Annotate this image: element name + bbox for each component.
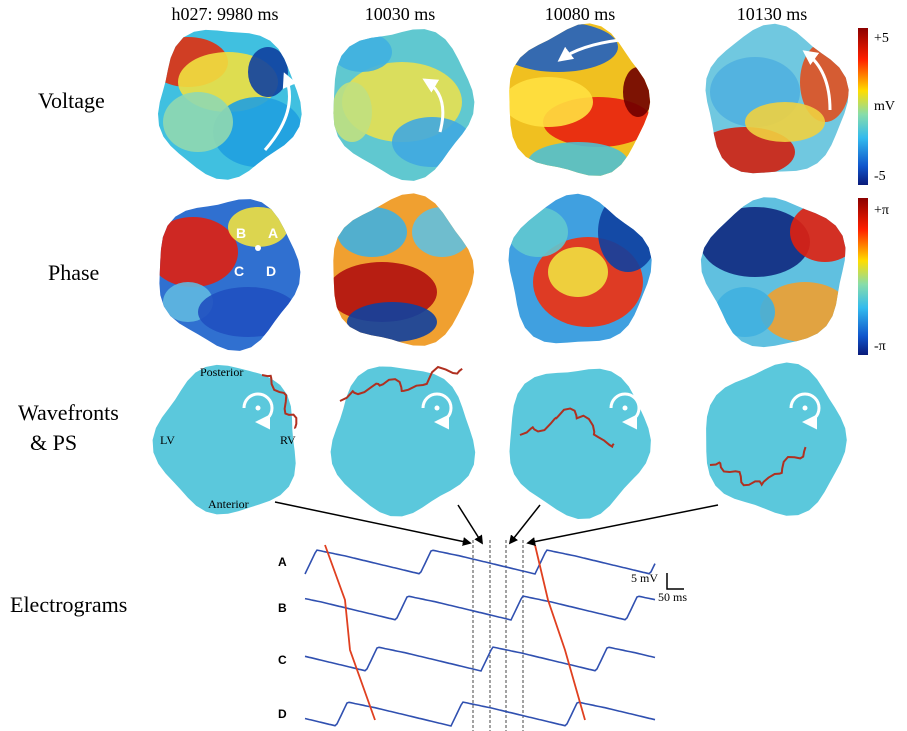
map-patch: [347, 302, 437, 342]
electrogram: [305, 596, 655, 620]
map-patch: [508, 207, 568, 257]
orientation-label: Anterior: [208, 497, 249, 511]
colorbar-label: -π: [874, 339, 886, 354]
map-patch: [715, 287, 775, 337]
map-patch: [598, 192, 658, 272]
figure: h027: 9980 ms 10030 ms 10080 ms 10130 ms…: [0, 0, 907, 731]
phase-singularity: [256, 406, 261, 411]
electrogram: [305, 702, 655, 726]
map-patch: [498, 22, 618, 72]
orientation-label: RV: [280, 433, 296, 447]
scale-bar: [667, 573, 684, 589]
row-label: Phase: [48, 260, 99, 285]
maps: [148, 22, 860, 519]
phase-map: [322, 192, 482, 352]
scale-label: 5 mV: [631, 571, 658, 585]
electrograms: [305, 540, 655, 731]
phase-map: [498, 192, 658, 352]
map-patch: [790, 202, 860, 262]
row-label: Electrograms: [10, 592, 127, 617]
time-arrow: [458, 505, 482, 543]
map-patch: [392, 117, 472, 167]
activation-line: [535, 545, 585, 720]
map-patch: [412, 207, 472, 257]
map-patch: [503, 77, 593, 127]
column-title: h027: 9980 ms: [171, 4, 278, 24]
time-arrow: [275, 502, 470, 543]
row-label: Wavefronts: [18, 400, 119, 425]
map-patch: [528, 142, 628, 182]
time-arrow: [510, 505, 540, 543]
site-label: C: [234, 263, 244, 279]
trace-label: C: [278, 653, 287, 667]
phase-singularity: [803, 406, 808, 411]
phase-singularity: [623, 406, 628, 411]
scale-label: 50 ms: [658, 590, 687, 604]
voltage-map: [322, 22, 482, 182]
site-label: A: [268, 225, 278, 241]
phase-singularity: [435, 406, 440, 411]
map-patch: [337, 207, 407, 257]
map-patch: [148, 217, 238, 287]
time-arrow: [528, 505, 718, 543]
map-patch: [548, 247, 608, 297]
row-label: Voltage: [38, 88, 105, 113]
phase-map: [695, 192, 860, 352]
voltage-map: [498, 22, 658, 182]
phase-map: [148, 192, 308, 352]
site-label: D: [266, 263, 276, 279]
site-dot: [255, 245, 261, 251]
orientation-label: Posterior: [200, 365, 243, 379]
map-patch: [163, 92, 233, 152]
row-label: & PS: [30, 430, 77, 455]
colorbar-label: +π: [874, 203, 889, 218]
electrogram: [305, 550, 655, 574]
trace-label: D: [278, 707, 287, 721]
colorbar-label: -5: [874, 169, 886, 184]
voltage-map: [148, 22, 308, 182]
column-title: 10130 ms: [737, 4, 808, 24]
trace-label: A: [278, 555, 287, 569]
map-patch: [332, 32, 392, 72]
wavefront-map: [706, 363, 847, 516]
wavefront-map: [510, 369, 651, 519]
wavefront-map: [331, 367, 476, 517]
phase-colorbar: [858, 198, 868, 355]
colorbar-label: mV: [874, 99, 895, 114]
orientation-label: LV: [160, 433, 175, 447]
site-label: B: [236, 225, 246, 241]
map-patch: [198, 287, 298, 337]
column-title: 10080 ms: [545, 4, 616, 24]
map-patch: [248, 47, 288, 97]
electrogram: [305, 647, 655, 671]
colorbar-label: +5: [874, 31, 889, 46]
voltage-colorbar: [858, 28, 868, 185]
map-patch: [623, 67, 653, 117]
map-patch: [745, 102, 825, 142]
map-patch: [332, 82, 372, 142]
column-title: 10030 ms: [365, 4, 436, 24]
trace-label: B: [278, 601, 287, 615]
activation-line: [325, 545, 375, 720]
